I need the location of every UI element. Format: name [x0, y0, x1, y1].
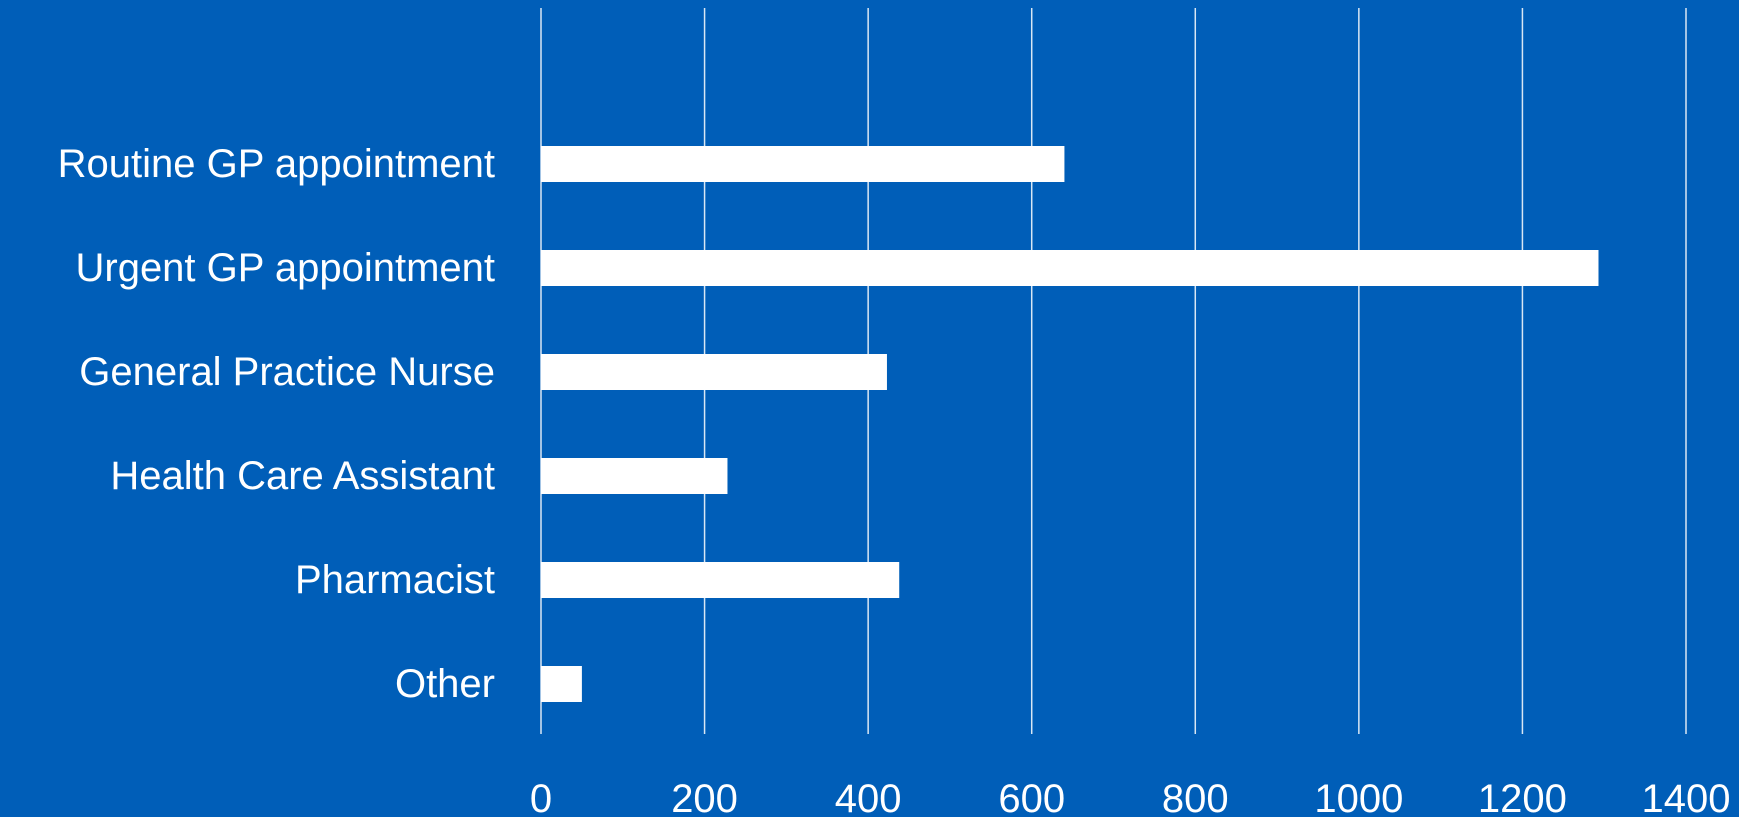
- category-label: Urgent GP appointment: [75, 246, 495, 290]
- bar-pharmacist: [541, 562, 900, 598]
- bar-general-practice-nurse: [541, 354, 887, 390]
- x-tick-label: 1000: [1314, 777, 1403, 817]
- x-tick-labels: 0 200 400 600 800 1000 1200 1400: [530, 777, 1731, 817]
- x-tick-label: 1400: [1642, 777, 1731, 817]
- category-labels: Routine GP appointment Urgent GP appointm…: [58, 142, 495, 706]
- category-label: Health Care Assistant: [110, 454, 495, 498]
- x-tick-label: 200: [671, 777, 738, 817]
- bar-other: [541, 666, 582, 702]
- x-tick-label: 0: [530, 777, 552, 817]
- bar-layer: [541, 146, 1599, 702]
- x-tick-label: 1200: [1478, 777, 1567, 817]
- x-tick-label: 600: [998, 777, 1065, 817]
- x-tick-label: 800: [1162, 777, 1229, 817]
- bar-health-care-assistant: [541, 458, 728, 494]
- bar-urgent-gp-appointment: [541, 250, 1599, 286]
- x-tick-label: 400: [835, 777, 902, 817]
- category-label: Routine GP appointment: [58, 142, 495, 186]
- bar-routine-gp-appointment: [541, 146, 1065, 182]
- category-label: Other: [395, 662, 495, 706]
- category-label: Pharmacist: [295, 558, 495, 602]
- category-label: General Practice Nurse: [79, 350, 495, 394]
